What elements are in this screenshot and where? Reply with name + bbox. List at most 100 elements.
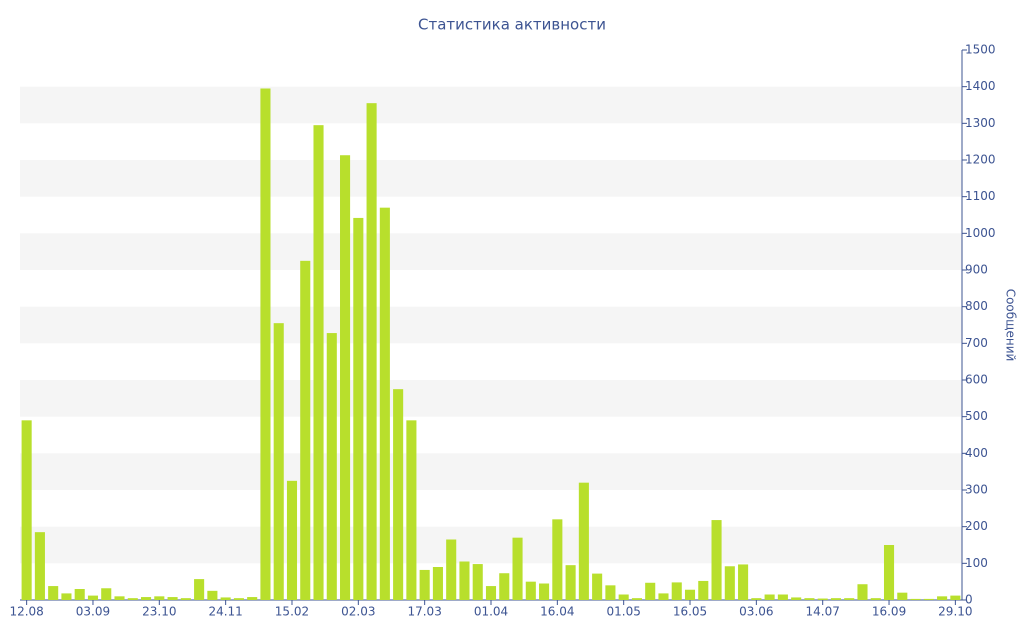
bar xyxy=(406,420,417,600)
bar xyxy=(751,598,762,600)
x-tick-label: 16.09 xyxy=(872,605,906,619)
bar xyxy=(738,564,749,600)
bar xyxy=(446,539,457,600)
grid-band xyxy=(20,306,962,344)
bar xyxy=(353,217,364,600)
x-tick-label: 15.02 xyxy=(275,605,309,619)
bar xyxy=(273,323,284,600)
bar xyxy=(300,260,311,600)
y-tick-label: 1300 xyxy=(965,116,996,130)
bar xyxy=(539,583,550,600)
bar xyxy=(499,573,510,600)
y-tick-label: 200 xyxy=(965,519,988,533)
bar xyxy=(777,594,788,600)
x-tick-label: 03.09 xyxy=(76,605,110,619)
bar xyxy=(923,598,934,600)
bar xyxy=(605,585,616,600)
bar xyxy=(260,88,271,600)
bar xyxy=(74,589,85,600)
y-tick-label: 100 xyxy=(965,556,988,570)
bar xyxy=(233,598,244,600)
bar xyxy=(21,420,32,600)
bar xyxy=(472,564,483,600)
bar xyxy=(658,593,669,600)
bar xyxy=(857,584,868,600)
x-tick-label: 16.04 xyxy=(540,605,574,619)
bar xyxy=(870,598,881,600)
bar xyxy=(61,593,72,600)
bar xyxy=(379,207,390,600)
grid-band xyxy=(20,86,962,124)
bar xyxy=(432,567,443,600)
y-tick-label: 900 xyxy=(965,263,988,277)
x-tick-label: 14.07 xyxy=(806,605,840,619)
x-tick-label: 03.06 xyxy=(739,605,773,619)
x-tick-label: 17.03 xyxy=(407,605,441,619)
bar xyxy=(578,482,589,600)
x-tick-label: 24.11 xyxy=(208,605,242,619)
y-tick-label: 700 xyxy=(965,336,988,350)
x-tick-label: 01.04 xyxy=(474,605,508,619)
bar xyxy=(817,598,828,600)
bar xyxy=(565,565,576,600)
bar xyxy=(764,594,775,600)
bar xyxy=(194,579,205,600)
y-tick-label: 1100 xyxy=(965,189,996,203)
y-axis-label: Сообщений xyxy=(1004,289,1018,362)
y-tick-label: 0 xyxy=(965,593,973,607)
bar xyxy=(698,580,709,600)
grid-band xyxy=(20,233,962,270)
bar xyxy=(910,598,921,600)
bar xyxy=(419,569,430,600)
bar xyxy=(883,545,895,600)
bar xyxy=(804,598,815,600)
bar xyxy=(459,561,470,600)
bar xyxy=(366,103,377,601)
bar xyxy=(937,596,948,600)
bar xyxy=(340,155,351,600)
bar xyxy=(207,590,218,600)
bar xyxy=(592,573,603,600)
grid-band xyxy=(20,160,962,197)
bar xyxy=(127,598,138,600)
bar xyxy=(552,519,563,600)
bar xyxy=(220,597,231,600)
bar xyxy=(180,598,191,600)
bar xyxy=(671,582,682,600)
bar xyxy=(141,597,152,600)
y-tick-label: 1000 xyxy=(965,226,996,240)
bar xyxy=(114,596,125,600)
bar xyxy=(525,581,536,600)
y-tick-label: 1200 xyxy=(965,153,996,167)
x-tick-label: 12.08 xyxy=(9,605,43,619)
bar xyxy=(154,596,165,600)
bar xyxy=(645,582,656,600)
bar xyxy=(313,125,324,601)
x-tick-label: 23.10 xyxy=(142,605,176,619)
y-tick-label: 1500 xyxy=(965,43,996,57)
bar xyxy=(326,333,337,600)
bar xyxy=(34,532,45,600)
bar xyxy=(791,597,802,600)
y-tick-label: 800 xyxy=(965,299,988,313)
grid-band xyxy=(20,453,962,490)
y-tick-label: 1400 xyxy=(965,79,996,93)
bar xyxy=(844,598,855,600)
grid-band xyxy=(20,526,962,564)
x-tick-label: 01.05 xyxy=(606,605,640,619)
bar xyxy=(393,389,404,600)
x-tick-label: 02.03 xyxy=(341,605,375,619)
bar xyxy=(286,480,298,600)
bar xyxy=(897,592,908,600)
bar xyxy=(485,586,497,600)
bar xyxy=(247,597,258,600)
bar xyxy=(512,537,523,600)
chart-title: Статистика активности xyxy=(418,16,606,34)
bar xyxy=(724,566,735,600)
x-tick-label: 29.10 xyxy=(938,605,972,619)
grid-band xyxy=(20,380,962,417)
y-tick-label: 500 xyxy=(965,409,988,423)
y-tick-label: 600 xyxy=(965,373,988,387)
y-tick-label: 300 xyxy=(965,483,988,497)
